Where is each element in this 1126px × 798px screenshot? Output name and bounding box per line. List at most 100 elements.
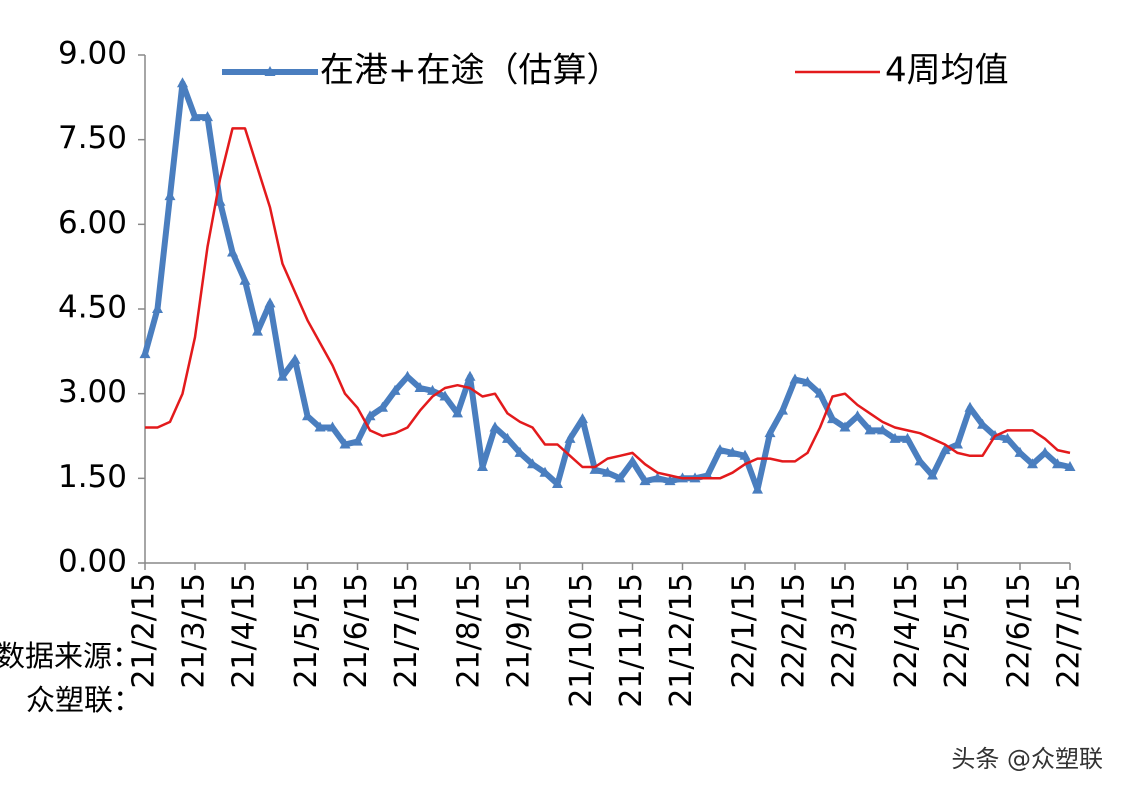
marker bbox=[477, 461, 488, 472]
x-tick-label: 21/8/15 bbox=[452, 573, 487, 689]
x-tick-label: 22/5/15 bbox=[939, 573, 974, 689]
marker bbox=[302, 410, 313, 421]
marker bbox=[289, 353, 301, 364]
watermark: 头条 @众塑联 bbox=[951, 745, 1103, 773]
marker bbox=[489, 421, 501, 432]
marker bbox=[427, 384, 438, 395]
marker bbox=[777, 404, 788, 415]
marker bbox=[827, 413, 838, 424]
y-tick-label: 4.50 bbox=[58, 290, 127, 326]
x-tick-label: 22/6/15 bbox=[1002, 573, 1037, 689]
marker bbox=[452, 407, 463, 418]
marker bbox=[364, 410, 376, 421]
source-note: 数据来源： bbox=[0, 639, 141, 673]
marker bbox=[1052, 458, 1063, 469]
marker bbox=[739, 449, 751, 460]
marker bbox=[264, 297, 276, 308]
x-tick-label: 22/2/15 bbox=[777, 573, 812, 689]
x-tick-label: 21/3/15 bbox=[177, 573, 212, 689]
series-line bbox=[145, 127, 1071, 480]
marker bbox=[814, 387, 826, 398]
marker bbox=[1014, 446, 1026, 457]
marker bbox=[539, 466, 551, 477]
marker bbox=[339, 438, 351, 449]
source-note: 众塑联： bbox=[26, 683, 142, 717]
marker bbox=[1064, 461, 1076, 472]
marker bbox=[552, 477, 563, 488]
x-tick-label: 21/5/15 bbox=[289, 573, 324, 689]
x-tick-label: 22/4/15 bbox=[889, 573, 924, 689]
marker bbox=[864, 424, 876, 435]
marker bbox=[189, 111, 201, 122]
marker bbox=[464, 370, 476, 381]
legend-marker bbox=[264, 66, 276, 76]
marker bbox=[327, 421, 338, 432]
y-tick-label: 9.00 bbox=[58, 36, 127, 72]
marker bbox=[514, 446, 526, 457]
marker bbox=[439, 390, 451, 401]
x-tick-label: 21/6/15 bbox=[339, 573, 374, 689]
y-tick-label: 0.00 bbox=[58, 544, 127, 580]
marker bbox=[977, 418, 988, 429]
marker bbox=[414, 382, 426, 393]
marker bbox=[877, 424, 888, 435]
legend-label: 4周均值 bbox=[885, 51, 1009, 91]
marker bbox=[152, 303, 163, 313]
marker bbox=[502, 432, 513, 443]
marker bbox=[402, 370, 413, 381]
marker bbox=[789, 373, 801, 384]
marker bbox=[314, 421, 326, 432]
marker bbox=[177, 77, 188, 88]
x-tick-label: 21/7/15 bbox=[389, 573, 424, 689]
x-tick-label: 21/9/15 bbox=[502, 573, 537, 689]
x-tick-label: 22/7/15 bbox=[1052, 573, 1087, 689]
marker bbox=[139, 348, 151, 359]
marker bbox=[252, 325, 263, 336]
x-tick-label: 22/3/15 bbox=[827, 573, 862, 689]
marker bbox=[602, 466, 613, 477]
y-tick-label: 7.50 bbox=[58, 120, 127, 156]
marker bbox=[239, 274, 251, 285]
marker bbox=[927, 469, 938, 480]
marker bbox=[627, 455, 638, 466]
marker bbox=[902, 432, 913, 443]
y-tick-label: 3.00 bbox=[58, 374, 127, 410]
marker bbox=[839, 421, 851, 432]
marker bbox=[389, 384, 401, 395]
marker bbox=[614, 472, 626, 483]
marker bbox=[752, 483, 763, 494]
marker bbox=[889, 432, 901, 443]
marker bbox=[727, 446, 738, 457]
marker bbox=[652, 472, 663, 483]
marker bbox=[227, 246, 238, 257]
marker bbox=[939, 444, 951, 455]
x-tick-label: 21/10/15 bbox=[564, 573, 599, 708]
x-tick-label: 21/11/15 bbox=[614, 573, 649, 708]
marker bbox=[377, 401, 388, 412]
marker bbox=[714, 444, 726, 455]
marker bbox=[914, 455, 926, 466]
marker bbox=[802, 376, 813, 387]
x-tick-label: 21/2/15 bbox=[127, 573, 162, 689]
marker bbox=[564, 432, 576, 443]
x-tick-label: 22/1/15 bbox=[727, 573, 762, 689]
marker bbox=[1039, 446, 1051, 457]
marker bbox=[352, 435, 363, 446]
marker bbox=[764, 427, 776, 438]
marker bbox=[702, 469, 713, 480]
y-tick-label: 1.50 bbox=[58, 459, 127, 495]
marker bbox=[964, 401, 976, 412]
marker bbox=[852, 410, 863, 421]
marker bbox=[952, 438, 963, 449]
x-tick-label: 21/12/15 bbox=[664, 573, 699, 708]
marker bbox=[664, 475, 676, 486]
marker bbox=[164, 190, 176, 201]
marker bbox=[1027, 458, 1038, 469]
marker bbox=[577, 413, 588, 424]
marker bbox=[639, 475, 651, 486]
marker bbox=[589, 463, 601, 474]
x-tick-label: 21/4/15 bbox=[227, 573, 262, 689]
marker bbox=[527, 458, 538, 469]
